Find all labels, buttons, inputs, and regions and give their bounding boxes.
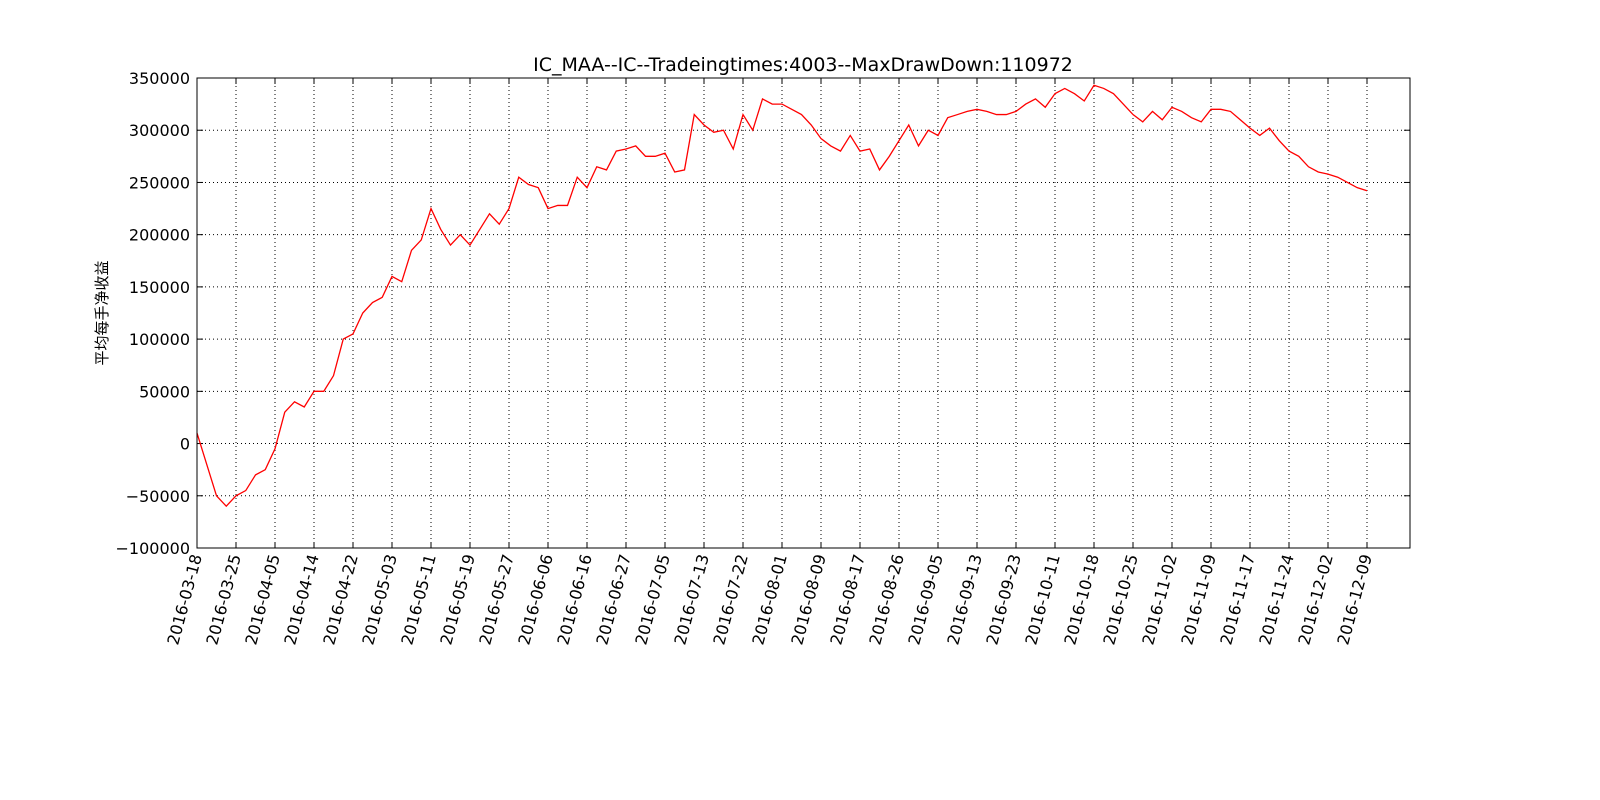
x-tick-label: 2016-08-26 [865, 552, 907, 647]
x-tick-label: 2016-06-16 [553, 552, 595, 647]
x-tick-label: 2016-07-05 [631, 552, 673, 647]
x-tick-label: 2016-10-11 [1021, 552, 1063, 647]
x-tick-label: 2016-04-14 [280, 552, 322, 647]
x-tick-label: 2016-06-06 [514, 552, 556, 647]
x-tick-label: 2016-12-02 [1294, 552, 1336, 647]
x-tick-label: 2016-10-25 [1099, 552, 1141, 647]
x-tick-label: 2016-07-22 [709, 552, 751, 647]
x-tick-label: 2016-08-09 [787, 552, 829, 647]
x-tick-label: 2016-08-01 [748, 552, 790, 647]
y-tick-label: 250000 [129, 173, 190, 192]
y-tick-label: 200000 [129, 226, 190, 245]
y-tick-label: 150000 [129, 278, 190, 297]
x-tick-label: 2016-07-13 [670, 552, 712, 647]
x-tick-label: 2016-04-22 [319, 552, 361, 647]
x-tick-label: 2016-10-18 [1060, 552, 1102, 647]
x-tick-label: 2016-11-09 [1177, 552, 1219, 647]
y-tick-label: 0 [180, 435, 190, 454]
x-tick-label: 2016-03-25 [202, 552, 244, 647]
x-tick-label: 2016-03-18 [163, 552, 205, 647]
x-tick-label: 2016-12-09 [1333, 552, 1375, 647]
x-tick-label: 2016-11-02 [1138, 552, 1180, 647]
x-tick-label: 2016-05-27 [475, 552, 517, 647]
y-tick-label: 300000 [129, 121, 190, 140]
x-tick-label: 2016-11-24 [1255, 552, 1297, 647]
x-tick-label: 2016-05-19 [436, 552, 478, 647]
x-tick-label: 2016-09-23 [982, 552, 1024, 647]
y-tick-label: −50000 [126, 487, 190, 506]
data-line [196, 84, 1368, 508]
x-tick-label: 2016-06-27 [592, 552, 634, 647]
y-tick-label: 350000 [129, 69, 190, 88]
x-tick-label: 2016-09-13 [943, 552, 985, 647]
y-tick-label: −100000 [116, 539, 190, 558]
y-tick-label: 50000 [139, 382, 190, 401]
x-tick-label: 2016-05-03 [358, 552, 400, 647]
y-tick-label: 100000 [129, 330, 190, 349]
chart-title: IC_MAA--IC--Tradeingtimes:4003--MaxDrawD… [533, 54, 1073, 76]
x-tick-label: 2016-05-11 [397, 552, 439, 647]
x-tick-label: 2016-11-17 [1216, 552, 1258, 647]
y-axis-label: 平均每手净收益 [93, 260, 111, 365]
x-tick-label: 2016-09-05 [904, 552, 946, 647]
x-tick-label: 2016-08-17 [826, 552, 868, 647]
x-tick-label: 2016-04-05 [241, 552, 283, 647]
plot-frame [196, 77, 1411, 549]
